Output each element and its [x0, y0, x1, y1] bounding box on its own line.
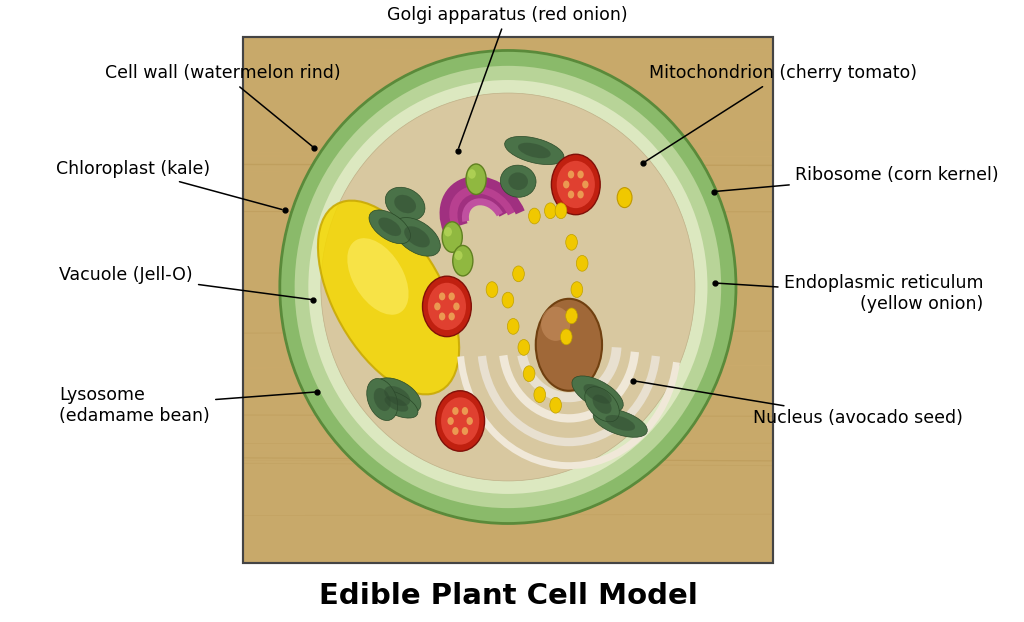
Ellipse shape — [367, 379, 397, 420]
Ellipse shape — [453, 246, 473, 276]
Text: Edible Plant Cell Model: Edible Plant Cell Model — [319, 582, 698, 610]
Ellipse shape — [467, 417, 473, 425]
Ellipse shape — [518, 142, 551, 158]
Ellipse shape — [501, 165, 536, 197]
Bar — [243, 37, 773, 563]
Ellipse shape — [453, 407, 459, 415]
Ellipse shape — [605, 415, 635, 431]
Ellipse shape — [423, 276, 471, 337]
Ellipse shape — [568, 190, 574, 198]
Text: Lysosome
(edamame bean): Lysosome (edamame bean) — [59, 386, 314, 425]
Ellipse shape — [384, 396, 409, 412]
Ellipse shape — [528, 208, 541, 224]
Ellipse shape — [507, 318, 519, 334]
Ellipse shape — [378, 218, 401, 236]
Ellipse shape — [454, 302, 460, 310]
Text: Nucleus (avocado seed): Nucleus (avocado seed) — [636, 381, 963, 427]
Text: Ribosome (corn kernel): Ribosome (corn kernel) — [717, 167, 998, 192]
Ellipse shape — [444, 227, 452, 236]
Ellipse shape — [385, 187, 425, 221]
Ellipse shape — [585, 387, 620, 422]
Ellipse shape — [374, 388, 391, 411]
Ellipse shape — [447, 417, 454, 425]
Ellipse shape — [375, 390, 418, 418]
Ellipse shape — [462, 407, 468, 415]
Ellipse shape — [439, 312, 445, 320]
Ellipse shape — [428, 283, 466, 330]
Ellipse shape — [534, 387, 546, 402]
Ellipse shape — [374, 378, 421, 414]
Ellipse shape — [617, 188, 632, 208]
Ellipse shape — [347, 238, 409, 315]
Ellipse shape — [555, 203, 566, 219]
Ellipse shape — [317, 200, 459, 394]
Ellipse shape — [455, 251, 463, 260]
Ellipse shape — [369, 210, 411, 244]
Ellipse shape — [502, 292, 514, 308]
Ellipse shape — [468, 169, 476, 179]
Ellipse shape — [565, 234, 578, 250]
Bar — [243, 37, 773, 563]
Ellipse shape — [449, 312, 455, 320]
Ellipse shape — [550, 397, 561, 413]
Ellipse shape — [541, 307, 570, 341]
Ellipse shape — [523, 366, 535, 381]
Text: Cell wall (watermelon rind): Cell wall (watermelon rind) — [105, 65, 341, 146]
Ellipse shape — [578, 170, 584, 179]
Ellipse shape — [434, 302, 440, 310]
Ellipse shape — [545, 203, 556, 219]
Ellipse shape — [518, 340, 529, 355]
Ellipse shape — [486, 282, 498, 297]
Ellipse shape — [572, 376, 624, 412]
Ellipse shape — [584, 384, 611, 404]
Ellipse shape — [593, 394, 611, 414]
Text: Golgi apparatus (red onion): Golgi apparatus (red onion) — [387, 6, 627, 148]
Ellipse shape — [593, 409, 647, 437]
Ellipse shape — [568, 170, 574, 179]
Ellipse shape — [508, 172, 528, 190]
Ellipse shape — [393, 218, 440, 256]
Ellipse shape — [536, 299, 602, 391]
Ellipse shape — [583, 180, 589, 188]
Ellipse shape — [404, 226, 430, 248]
Ellipse shape — [513, 266, 524, 282]
Ellipse shape — [436, 391, 484, 451]
Ellipse shape — [505, 136, 564, 165]
Ellipse shape — [394, 195, 416, 213]
Ellipse shape — [308, 80, 708, 494]
Ellipse shape — [565, 308, 578, 324]
Text: Endoplasmic reticulum
(yellow onion): Endoplasmic reticulum (yellow onion) — [718, 274, 983, 313]
Ellipse shape — [321, 93, 695, 481]
Ellipse shape — [295, 66, 721, 508]
Ellipse shape — [578, 190, 584, 198]
Text: Vacuole (Jell-O): Vacuole (Jell-O) — [59, 266, 310, 299]
Ellipse shape — [557, 161, 595, 208]
Ellipse shape — [462, 427, 468, 435]
Ellipse shape — [466, 164, 486, 195]
Text: Mitochondrion (cherry tomato): Mitochondrion (cherry tomato) — [645, 65, 918, 162]
Ellipse shape — [439, 292, 445, 300]
Ellipse shape — [560, 329, 572, 345]
Ellipse shape — [571, 282, 583, 297]
Text: Chloroplast (kale): Chloroplast (kale) — [56, 160, 282, 210]
Ellipse shape — [551, 154, 600, 215]
Ellipse shape — [441, 397, 479, 445]
Ellipse shape — [449, 292, 455, 300]
Ellipse shape — [453, 427, 459, 435]
Ellipse shape — [442, 222, 462, 253]
Ellipse shape — [280, 50, 736, 524]
Ellipse shape — [563, 180, 569, 188]
Ellipse shape — [384, 386, 411, 406]
Ellipse shape — [577, 256, 588, 271]
